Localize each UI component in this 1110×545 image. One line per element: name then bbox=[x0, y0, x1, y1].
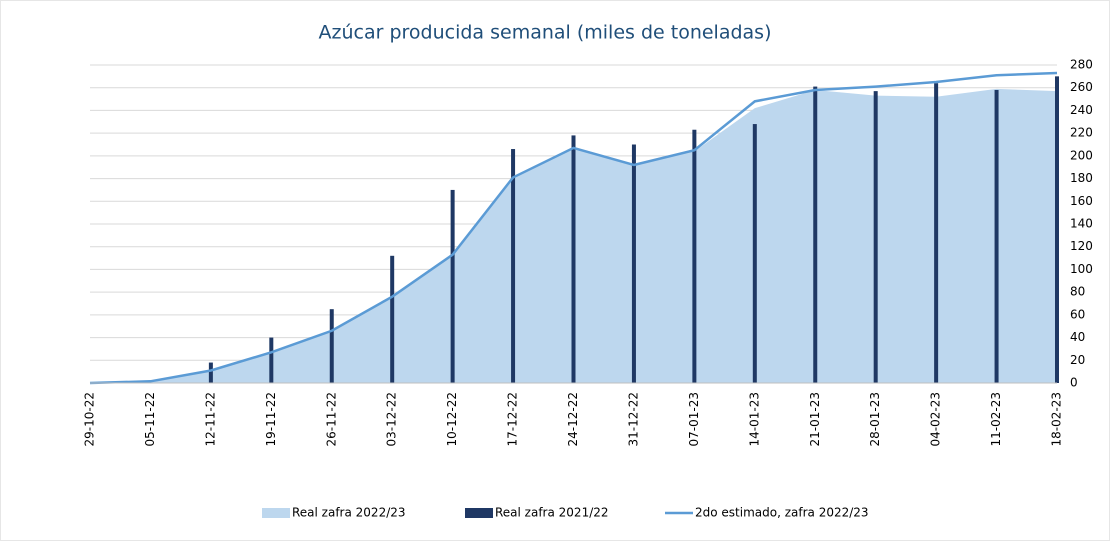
x-tick-label: 14-01-23 bbox=[747, 392, 761, 446]
x-tick-label: 29-10-22 bbox=[83, 392, 97, 446]
y-tick-label: 140 bbox=[1070, 217, 1093, 231]
x-tick-label: 28-01-23 bbox=[868, 392, 882, 446]
y-tick-label: 100 bbox=[1070, 262, 1093, 276]
bar bbox=[329, 309, 334, 383]
bar bbox=[269, 337, 274, 383]
bar bbox=[692, 129, 697, 383]
x-tick-label: 04-02-23 bbox=[929, 392, 943, 446]
bar bbox=[752, 124, 757, 384]
y-tick-label: 240 bbox=[1070, 103, 1093, 117]
legend-swatch bbox=[262, 508, 290, 518]
legend-label: Real zafra 2022/23 bbox=[292, 506, 406, 520]
chart-title: Azúcar producida semanal (miles de tonel… bbox=[319, 22, 772, 44]
bar bbox=[873, 91, 878, 383]
y-tick-label: 200 bbox=[1070, 148, 1093, 162]
line bbox=[89, 71, 1058, 385]
bar bbox=[390, 255, 395, 383]
bar bbox=[934, 83, 939, 384]
x-tick-label: 17-12-22 bbox=[506, 392, 520, 446]
x-tick-label: 31-12-22 bbox=[626, 392, 640, 446]
y-tick-label: 120 bbox=[1070, 239, 1093, 253]
x-tick-label: 24-12-22 bbox=[566, 392, 580, 446]
y-tick-label: 80 bbox=[1070, 285, 1085, 299]
x-tick-label: 07-01-23 bbox=[687, 392, 701, 446]
x-tick-label: 10-12-22 bbox=[445, 392, 459, 446]
y-tick-label: 180 bbox=[1070, 171, 1093, 185]
y-tick-label: 40 bbox=[1070, 330, 1085, 344]
bar bbox=[511, 149, 516, 383]
bar bbox=[208, 362, 213, 383]
bar bbox=[994, 89, 999, 383]
y-tick-label: 280 bbox=[1070, 58, 1093, 72]
x-tick-label: 05-11-22 bbox=[143, 392, 157, 446]
x-tick-label: 19-11-22 bbox=[264, 392, 278, 446]
y-tick-label: 60 bbox=[1070, 307, 1085, 321]
x-tick-label: 11-02-23 bbox=[989, 392, 1003, 446]
bar bbox=[571, 135, 576, 383]
x-tick-label: 21-01-23 bbox=[808, 392, 822, 446]
bar bbox=[631, 144, 636, 383]
y-tick-label: 20 bbox=[1070, 353, 1085, 367]
legend-swatch bbox=[465, 508, 493, 518]
x-tick-label: 12-11-22 bbox=[203, 392, 217, 446]
y-tick-label: 260 bbox=[1070, 80, 1093, 94]
x-tick-label: 26-11-22 bbox=[324, 392, 338, 446]
bar bbox=[450, 189, 455, 383]
y-tick-label: 160 bbox=[1070, 194, 1093, 208]
x-tick-label: 18-02-23 bbox=[1050, 392, 1064, 446]
bar bbox=[813, 86, 818, 383]
legend-label: Real zafra 2021/22 bbox=[495, 506, 609, 520]
x-tick-label: 03-12-22 bbox=[385, 392, 399, 446]
y-tick-label: 0 bbox=[1070, 376, 1078, 390]
legend-label: 2do estimado, zafra 2022/23 bbox=[695, 506, 869, 520]
bar bbox=[1055, 76, 1059, 383]
y-tick-label: 220 bbox=[1070, 126, 1093, 140]
